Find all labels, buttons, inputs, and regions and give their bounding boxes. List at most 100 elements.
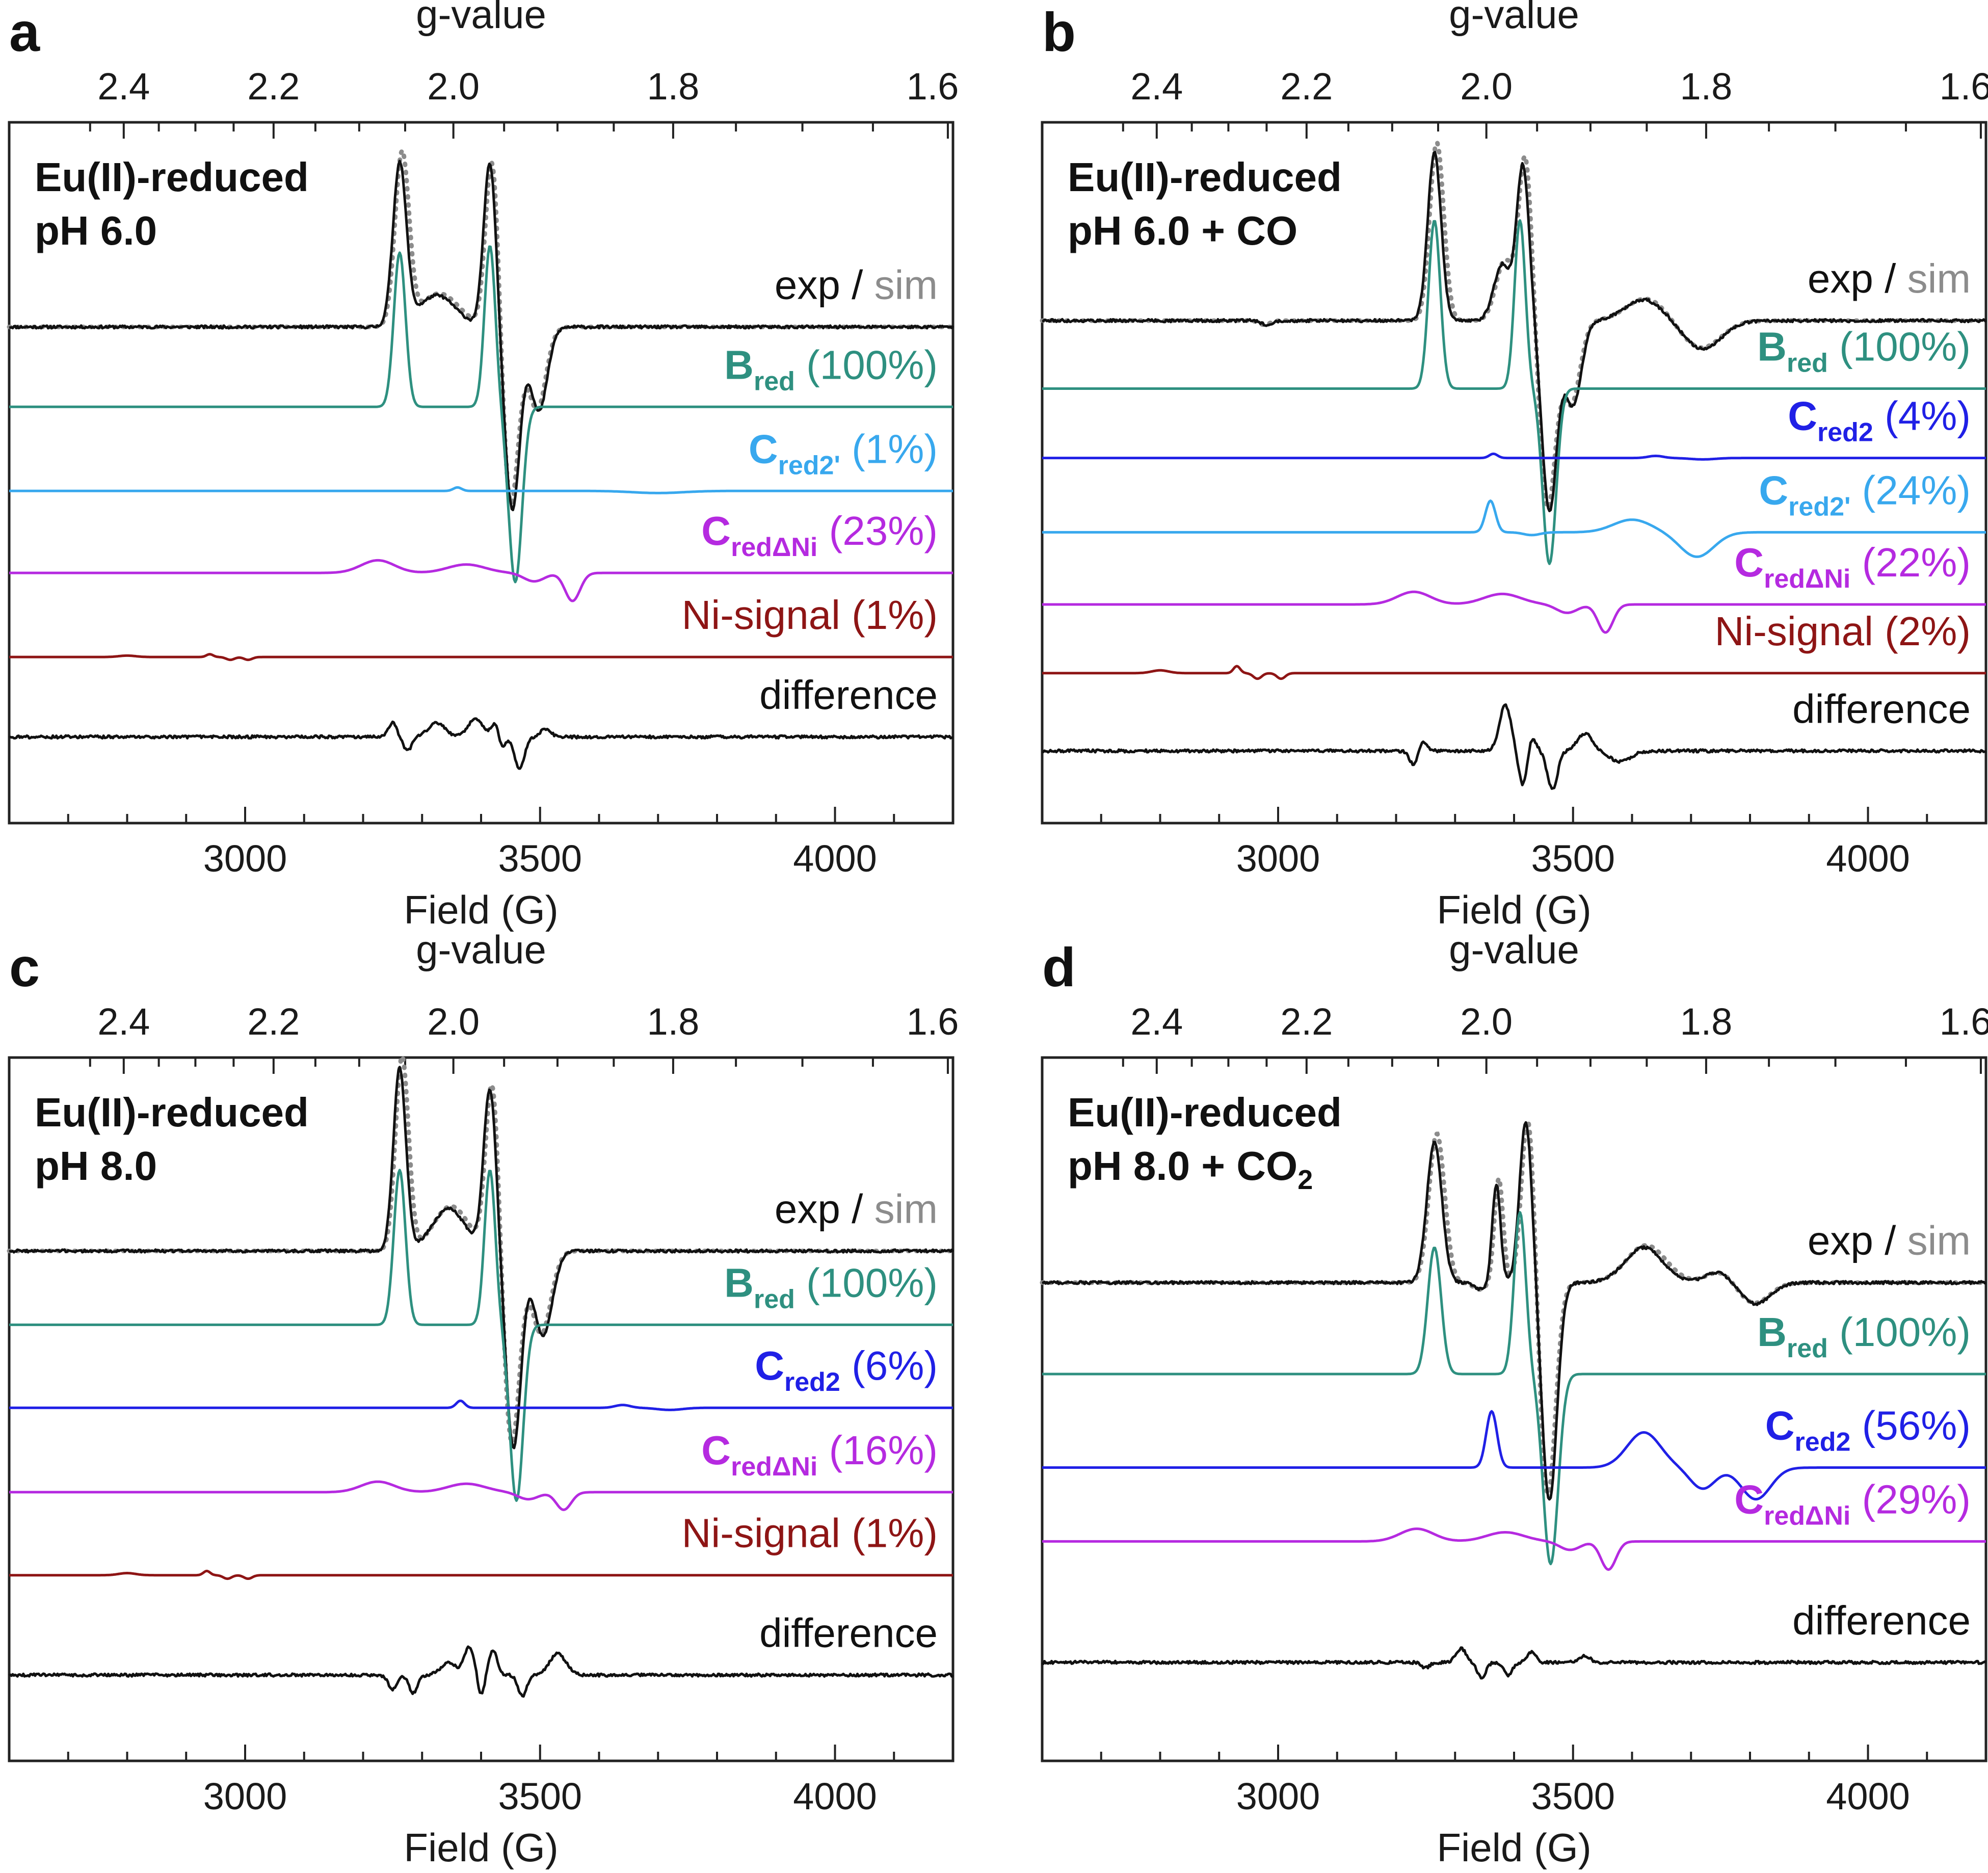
label-main: B: [724, 342, 754, 387]
g-tick-label: 2.0: [427, 65, 480, 108]
g-tick-label: 1.6: [1940, 65, 1988, 108]
condition-subscript: 2: [1297, 1165, 1313, 1195]
label-main: difference: [759, 672, 938, 718]
condition-line1: Eu(II)-reduced: [1068, 1090, 1342, 1135]
label-main: difference: [1792, 686, 1971, 731]
trace-Ni-signal: [9, 1570, 953, 1580]
label-sep: /: [840, 262, 874, 308]
label-main: difference: [1792, 1598, 1971, 1643]
trace-exp: [1042, 151, 1987, 513]
label-main: Ni-signal: [682, 1511, 840, 1556]
trace-Cred2: [1042, 1410, 1986, 1501]
trace-Ni-signal: [9, 653, 953, 662]
label-pct: (56%): [1850, 1403, 1971, 1448]
series-label-CredΔNi: CredΔNi (29%): [1734, 1476, 1971, 1531]
g-tick-label: 1.8: [647, 1000, 699, 1043]
g-tick-label: 2.2: [247, 65, 300, 108]
bottom-axis-label: Field (G): [404, 887, 558, 932]
series-label-Ni-signal: Ni-signal (1%): [682, 1511, 938, 1556]
label-sim: sim: [874, 262, 938, 308]
label-sub: red: [754, 366, 795, 396]
trace-difference: [1042, 703, 1986, 790]
label-sep: /: [1873, 1218, 1907, 1263]
label-pct: (16%): [817, 1428, 938, 1473]
series-label-Bred: Bred (100%): [1757, 324, 1971, 378]
label-pct: (23%): [817, 508, 938, 553]
label-exp: exp: [775, 262, 840, 308]
trace-Bred: [1042, 219, 1986, 565]
condition-line2: pH 8.0 + CO2: [1068, 1143, 1313, 1195]
trace-difference: [8, 717, 953, 770]
field-tick-label: 3000: [203, 1775, 287, 1817]
g-tick-label: 1.6: [1940, 1000, 1988, 1043]
g-tick-label: 2.4: [1130, 1000, 1183, 1043]
field-tick-label: 4000: [1826, 837, 1910, 880]
series-label-difference: difference: [1792, 686, 1971, 731]
panel-c: c g-value 3000 3500 4000 Field (G) 2.4 2.2 2.0 1.…: [7, 927, 959, 1870]
label-pct: (100%): [1828, 1309, 1971, 1355]
label-pct: (1%): [840, 426, 938, 471]
label-sub: red2: [1817, 418, 1873, 447]
field-tick-label: 4000: [1826, 1775, 1910, 1817]
trace-exp: [9, 160, 955, 512]
g-tick-label: 2.0: [427, 1000, 480, 1043]
label-exp: exp: [775, 1186, 840, 1232]
label-sub: redΔNi: [731, 533, 817, 562]
label-sub: redΔNi: [731, 1452, 817, 1482]
field-tick-label: 3000: [203, 837, 287, 880]
label-pct: (4%): [1873, 393, 1971, 439]
series-label-Cred2': Cred2' (24%): [1759, 467, 1971, 521]
g-tick-label: 2.2: [1280, 1000, 1333, 1043]
panel-label: a: [9, 1, 40, 63]
field-tick-label: 3500: [1531, 1775, 1615, 1817]
label-main: C: [749, 426, 778, 471]
label-main: B: [1757, 324, 1787, 370]
series-label-Cred2: Cred2 (4%): [1788, 393, 1971, 447]
field-tick-label: 3000: [1236, 1775, 1320, 1817]
label-main: difference: [759, 1611, 938, 1656]
label-sim: sim: [1907, 256, 1971, 301]
panel-b: b g-value 3000 3500 4000 Field (G) 2.4 2.2 2.0 1.…: [1040, 0, 1988, 932]
top-axis-label: g-value: [1449, 0, 1579, 37]
label-pct: (100%): [1828, 324, 1971, 370]
trace-CredΔNi: [9, 559, 953, 602]
g-tick-label: 1.6: [907, 1000, 959, 1043]
condition-line1: Eu(II)-reduced: [1068, 154, 1342, 200]
series-label-Bred: Bred (100%): [1757, 1309, 1971, 1363]
g-tick-label: 1.6: [907, 65, 959, 108]
trace-exp: [1042, 1121, 1986, 1501]
g-tick-label: 2.4: [1130, 65, 1183, 108]
label-pct: (2%): [1873, 609, 1971, 654]
series-label-exp: exp / sim: [775, 262, 938, 308]
field-tick-label: 3500: [1531, 837, 1615, 880]
label-main: C: [1734, 1476, 1764, 1522]
g-tick-label: 2.4: [97, 1000, 150, 1043]
series-label-Ni-signal: Ni-signal (2%): [1715, 609, 1971, 654]
top-axis-label: g-value: [416, 0, 546, 37]
label-main: C: [1759, 467, 1788, 513]
label-pct: (100%): [795, 1260, 938, 1305]
trace-CredΔNi: [9, 1480, 953, 1511]
series-label-difference: difference: [759, 1611, 938, 1656]
panel-label: b: [1042, 1, 1076, 63]
bottom-axis-label: Field (G): [1437, 887, 1591, 932]
bottom-axis-label: Field (G): [1437, 1825, 1591, 1870]
trace-Cred2: [1042, 453, 1986, 461]
g-tick-label: 2.2: [1280, 65, 1333, 108]
series-label-Cred2': Cred2' (1%): [749, 426, 938, 480]
panel-d: d g-value 3000 3500 4000 Field (G) 2.4 2.2 2.0 1.…: [1040, 927, 1988, 1870]
trace-Ni-signal: [1042, 665, 1986, 680]
condition-line1: Eu(II)-reduced: [35, 154, 309, 200]
label-pct: (1%): [840, 592, 938, 638]
field-tick-label: 4000: [793, 837, 877, 880]
panel-label: c: [9, 936, 40, 998]
trace-Cred2': [1042, 499, 1986, 558]
g-tick-label: 1.8: [1680, 1000, 1732, 1043]
label-sub: red2': [778, 451, 840, 480]
series-label-difference: difference: [1792, 1598, 1971, 1643]
trace-CredΔNi: [1042, 590, 1986, 634]
series-label-Ni-signal: Ni-signal (1%): [682, 592, 938, 638]
g-tick-label: 2.4: [97, 65, 150, 108]
label-sub: red2: [1795, 1428, 1851, 1457]
